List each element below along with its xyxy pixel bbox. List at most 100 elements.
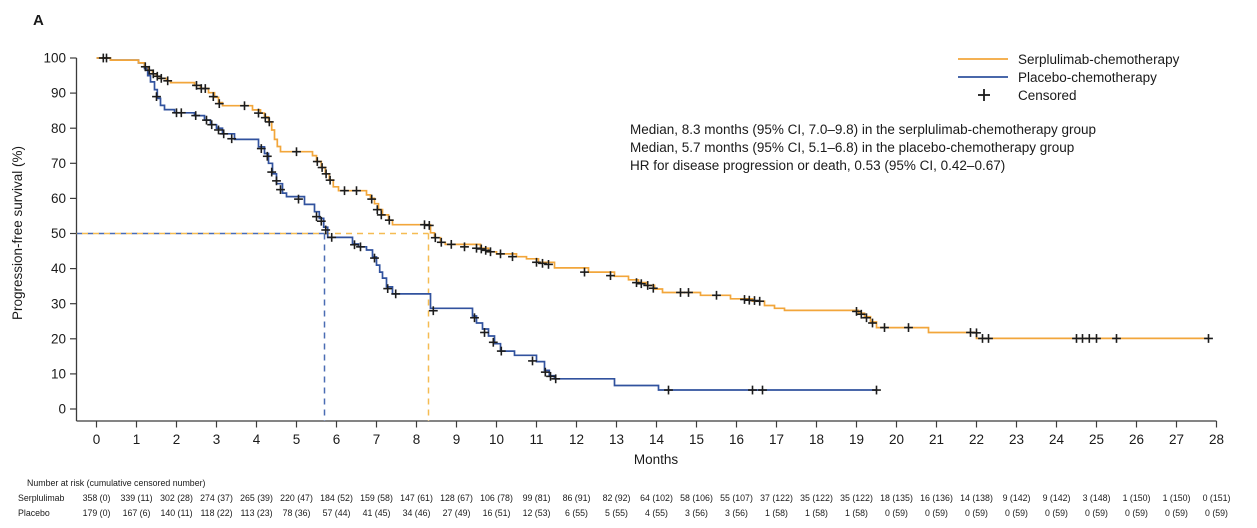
risk-value: 64 (102) [640,493,673,503]
x-tick-label: 27 [1169,432,1184,447]
risk-value: 0 (59) [965,508,988,518]
x-tick-label: 23 [1009,432,1024,447]
risk-table-values: 358 (0) 339 (11) 302 (28) 274 (37) 265 (39) 2… [83,493,1231,518]
serplulimab-censor-marks [98,53,1213,343]
x-tick-label: 15 [689,432,704,447]
x-tick-label: 24 [1049,432,1065,447]
x-tick-label: 2 [173,432,181,447]
risk-value: 1 (58) [805,508,828,518]
x-tick-label: 3 [213,432,221,447]
risk-value: 34 (46) [403,508,431,518]
risk-value: 35 (122) [800,493,833,503]
placebo-km-curve [96,57,877,391]
annotation-median-placebo: Median, 5.7 months (95% CI, 5.1–6.8) in … [630,140,1074,155]
risk-value: 128 (67) [440,493,473,503]
y-tick-label: 70 [51,156,66,171]
y-tick-label: 60 [51,191,66,206]
risk-value: 18 (135) [880,493,913,503]
x-tick-label: 17 [769,432,784,447]
risk-value: 179 (0) [83,508,111,518]
risk-value: 0 (59) [1165,508,1188,518]
risk-value: 220 (47) [280,493,313,503]
risk-value: 78 (36) [283,508,311,518]
x-tick-label: 16 [729,432,744,447]
risk-value: 1 (150) [1123,493,1151,503]
risk-value: 159 (58) [360,493,393,503]
risk-value: 41 (45) [363,508,391,518]
legend: Serplulimab-chemotherapy Placebo-chemoth… [958,52,1180,103]
risk-value: 9 (142) [1003,493,1031,503]
x-tick-label: 10 [489,432,504,447]
y-axis-title: Progression-free survival (%) [10,146,25,320]
risk-value: 0 (59) [1125,508,1148,518]
risk-value: 140 (11) [160,508,192,518]
risk-value: 5 (55) [605,508,628,518]
legend-label-serplulimab: Serplulimab-chemotherapy [1018,52,1180,67]
risk-value: 0 (151) [1203,493,1231,503]
risk-value: 57 (44) [323,508,351,518]
legend-label-placebo: Placebo-chemotherapy [1018,70,1157,85]
censored-plus-icon [978,89,990,101]
x-tick-label: 12 [569,432,584,447]
risk-value: 184 (52) [320,493,353,503]
annotation-hazard-ratio: HR for disease progression or death, 0.5… [630,158,1005,173]
risk-value: 37 (122) [760,493,793,503]
risk-value: 302 (28) [160,493,193,503]
risk-value: 35 (122) [840,493,873,503]
x-tick-label: 22 [969,432,984,447]
risk-value: 0 (59) [925,508,948,518]
risk-value: 0 (59) [1085,508,1108,518]
risk-value: 265 (39) [240,493,273,503]
risk-value: 167 (6) [123,508,151,518]
x-tick-label: 5 [293,432,301,447]
x-tick-label: 0 [93,432,101,447]
y-tick-label: 80 [51,121,66,136]
x-axis-title: Months [634,452,679,467]
risk-value: 3 (148) [1083,493,1111,503]
risk-value: 3 (56) [685,508,708,518]
y-tick-label: 10 [51,367,66,382]
risk-value: 358 (0) [83,493,111,503]
risk-value: 82 (92) [603,493,631,503]
risk-value: 6 (55) [565,508,588,518]
risk-value: 55 (107) [720,493,753,503]
risk-value: 274 (37) [200,493,233,503]
x-tick-label: 9 [453,432,461,447]
y-tick-label: 90 [51,86,66,101]
risk-row-label-placebo: Placebo [18,508,50,518]
y-tick-label: 30 [51,296,66,311]
risk-table-title: Number at risk (cumulative censored numb… [27,478,206,488]
x-tick-label: 19 [849,432,864,447]
x-tick-label: 20 [889,432,904,447]
risk-value: 1 (58) [845,508,868,518]
risk-value: 12 (53) [523,508,551,518]
risk-value: 1 (58) [765,508,788,518]
risk-value: 0 (59) [1205,508,1228,518]
y-tick-label: 20 [51,331,66,346]
risk-value: 27 (49) [443,508,471,518]
panel-label: A [33,12,44,29]
risk-value: 339 (11) [120,493,152,503]
x-tick-label: 28 [1209,432,1224,447]
x-tick-label: 8 [413,432,421,447]
x-tick-label: 25 [1089,432,1104,447]
risk-value: 58 (106) [680,493,713,503]
risk-value: 86 (91) [563,493,591,503]
x-tick-label: 6 [333,432,341,447]
risk-value: 99 (81) [523,493,551,503]
risk-row-label-serplulimab: Serplulimab [18,493,65,503]
x-tick-label: 26 [1129,432,1144,447]
y-tick-label: 0 [58,402,66,417]
risk-value: 118 (22) [200,508,232,518]
y-tick-label: 100 [43,51,66,66]
y-tick-label: 40 [51,261,66,276]
x-tick-label: 7 [373,432,381,447]
risk-value: 16 (136) [920,493,953,503]
x-tick-label: 21 [929,432,944,447]
risk-value: 0 (59) [1005,508,1028,518]
x-tick-label: 14 [649,432,665,447]
risk-value: 113 (23) [240,508,272,518]
risk-value: 3 (56) [725,508,748,518]
